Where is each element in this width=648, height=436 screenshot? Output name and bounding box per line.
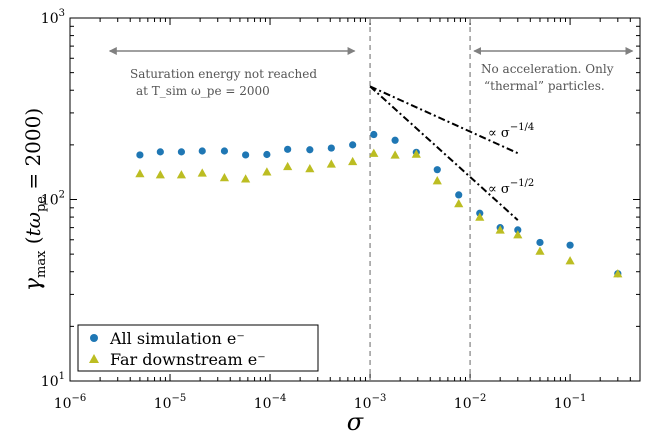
reference-lines xyxy=(369,85,519,221)
x-tick-label: 10−2 xyxy=(454,393,487,412)
data-point-all-simulation xyxy=(327,144,335,152)
x-axis-label: σ xyxy=(347,408,364,436)
data-point-far-downstream xyxy=(219,173,230,182)
data-point-all-simulation xyxy=(536,238,544,247)
data-point-all-simulation xyxy=(220,147,229,155)
data-point-far-downstream xyxy=(241,174,251,183)
x-tick-label: 10−4 xyxy=(254,393,287,412)
x-tick-label: 10−3 xyxy=(354,393,387,412)
annotation-saturation-line-2: at T_sim ω_pe = 2000 xyxy=(136,84,270,98)
x-tick-label: 10−6 xyxy=(54,393,87,412)
data-point-all-simulation xyxy=(349,141,357,149)
legend-marker-circle xyxy=(90,334,98,342)
data-point-all-simulation xyxy=(391,136,399,144)
annotation-no-acceleration-line-2: “thermal” particles. xyxy=(484,79,605,93)
reference-line-label: ∝ σ−1/4 xyxy=(488,122,534,141)
data-point-far-downstream xyxy=(135,168,145,178)
annotation-no-acceleration: No acceleration. Only xyxy=(481,62,614,76)
reference-line xyxy=(369,85,519,155)
axis-ticks: 10−6 10−5 10−4 10−3 10−2 10−1 101 102 103 xyxy=(41,8,641,412)
reference-line xyxy=(369,85,519,221)
data-point-far-downstream xyxy=(495,225,505,234)
data-point-far-downstream xyxy=(513,230,523,239)
chart-texts: σ γmax (tωpe = 2000) Saturation energy not… xyxy=(21,62,614,436)
data-point-all-simulation xyxy=(136,151,144,159)
data-point-far-downstream xyxy=(283,161,293,171)
vertical-lines xyxy=(369,18,471,381)
data-point-far-downstream xyxy=(535,246,545,255)
legend-label: Far downstream e⁻ xyxy=(110,350,266,369)
y-tick-label: 101 xyxy=(41,371,65,390)
reference-line-label: ∝ σ−1/2 xyxy=(488,178,534,197)
legend-marker-triangle xyxy=(89,354,99,363)
data-point-all-simulation xyxy=(198,147,206,155)
data-point-all-simulation xyxy=(370,130,378,139)
data-point-far-downstream xyxy=(326,159,336,168)
data-point-far-downstream xyxy=(390,150,400,159)
y-tick-label: 102 xyxy=(41,190,65,209)
data-point-all-simulation xyxy=(156,148,164,156)
data-point-far-downstream xyxy=(348,156,358,166)
data-point-far-downstream xyxy=(262,167,272,176)
data-points xyxy=(135,130,623,278)
data-point-all-simulation xyxy=(284,145,292,153)
x-tick-label: 10−1 xyxy=(554,393,587,412)
data-point-far-downstream xyxy=(411,149,421,158)
legend: All simulation e⁻ Far downstream e⁻ xyxy=(77,324,319,372)
data-point-far-downstream xyxy=(155,170,165,179)
data-point-far-downstream xyxy=(197,168,207,177)
y-tick-label: 103 xyxy=(41,8,65,27)
data-point-all-simulation xyxy=(306,146,314,154)
data-point-far-downstream xyxy=(432,176,442,185)
annotation-saturation: Saturation energy not reached xyxy=(130,67,317,81)
data-point-all-simulation xyxy=(177,148,186,156)
y-axis-label: γmax (tωpe = 2000) xyxy=(21,108,49,291)
data-point-all-simulation xyxy=(263,150,271,159)
data-point-all-simulation xyxy=(566,241,574,249)
data-point-far-downstream xyxy=(454,198,464,208)
legend-label: All simulation e⁻ xyxy=(109,329,245,348)
data-point-far-downstream xyxy=(613,269,623,278)
data-point-all-simulation xyxy=(455,191,463,199)
x-tick-label: 10−5 xyxy=(154,393,187,412)
data-point-far-downstream xyxy=(565,256,575,265)
data-point-far-downstream xyxy=(475,212,485,221)
data-point-far-downstream xyxy=(176,170,187,179)
legend-box xyxy=(77,324,319,372)
data-point-all-simulation xyxy=(433,166,441,174)
data-point-far-downstream xyxy=(369,148,379,157)
data-point-far-downstream xyxy=(305,163,315,173)
data-point-all-simulation xyxy=(242,151,250,159)
data-point-all-simulation xyxy=(514,226,522,234)
